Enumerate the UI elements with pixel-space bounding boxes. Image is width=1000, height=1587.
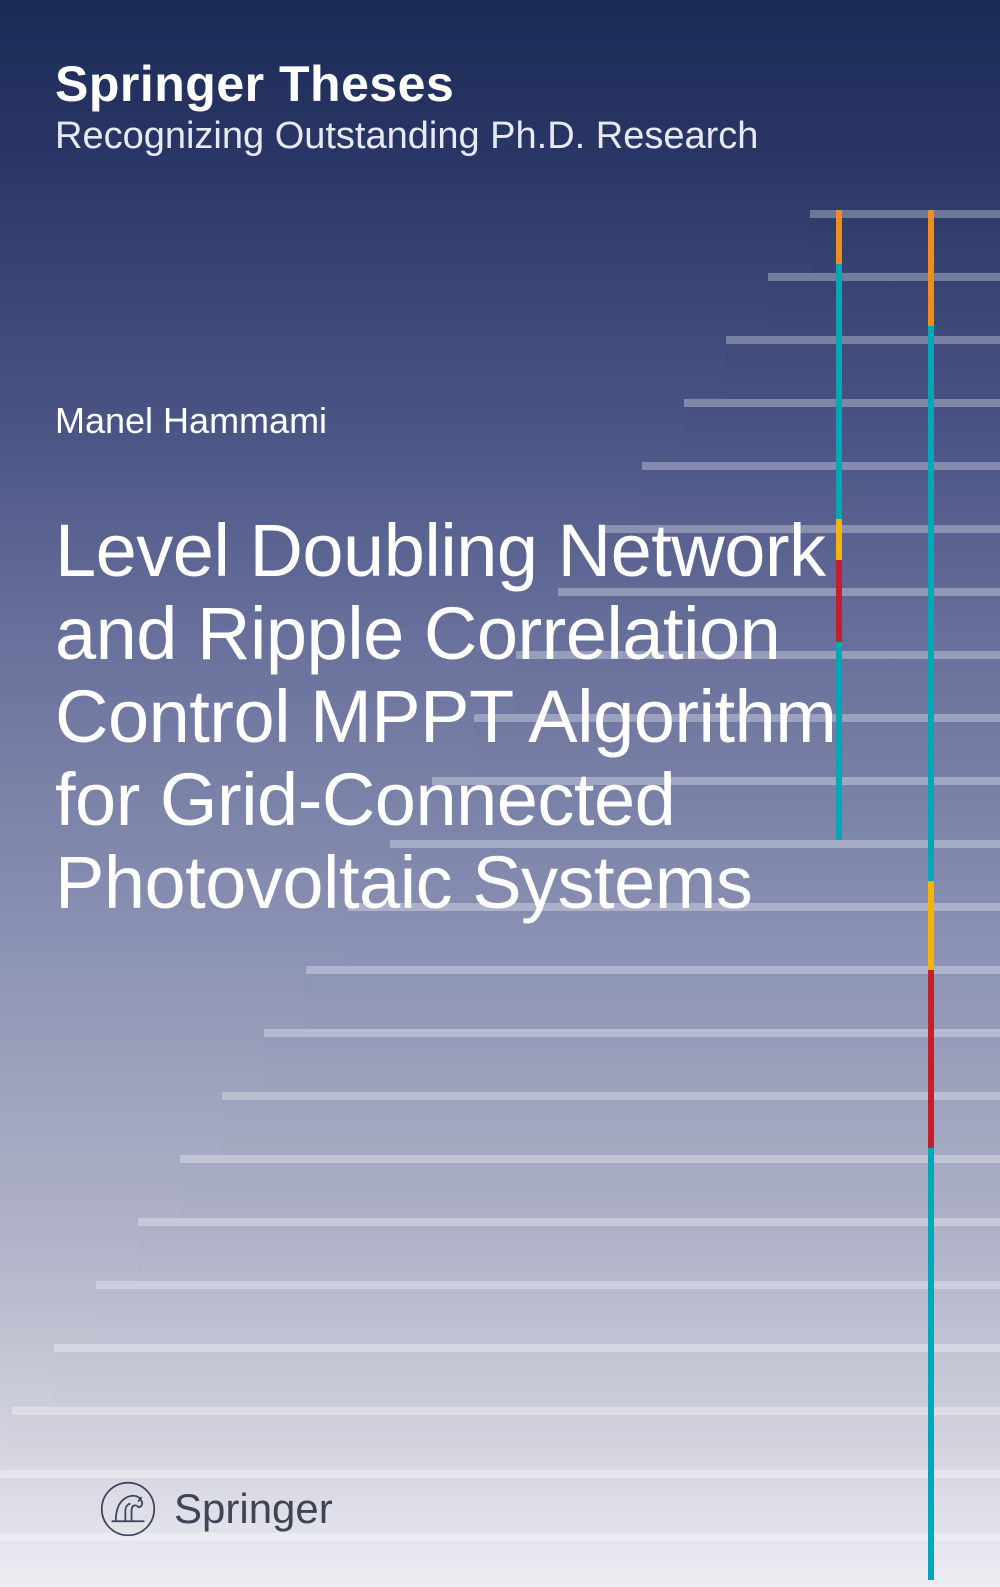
book-title-line: Photovoltaic Systems bbox=[55, 842, 836, 925]
stripe-segment bbox=[928, 326, 934, 881]
publisher-block: Springer bbox=[100, 1481, 333, 1537]
book-title-line: Level Doubling Network bbox=[55, 510, 836, 593]
stripe-segment bbox=[836, 519, 842, 560]
book-title-line: and Ripple Correlation bbox=[55, 593, 836, 676]
stripe-segment bbox=[836, 560, 842, 642]
author-name: Manel Hammami bbox=[55, 400, 327, 442]
book-title-line: for Grid-Connected bbox=[55, 759, 836, 842]
stripe-segment bbox=[836, 210, 842, 264]
stripe-segment bbox=[928, 970, 934, 1148]
color-stripe-right bbox=[928, 210, 934, 1580]
series-subtitle: Recognizing Outstanding Ph.D. Research bbox=[55, 115, 758, 158]
stripe-segment bbox=[836, 642, 842, 840]
publisher-name: Springer bbox=[174, 1485, 333, 1533]
book-title: Level Doubling Networkand Ripple Correla… bbox=[55, 510, 836, 924]
stripe-segment bbox=[928, 881, 934, 970]
stripe-segment bbox=[836, 264, 842, 519]
book-cover: Springer Theses Recognizing Outstanding … bbox=[0, 0, 1000, 1587]
stripe-segment bbox=[928, 210, 934, 326]
color-stripe-left bbox=[836, 210, 842, 840]
series-title: Springer Theses bbox=[55, 55, 454, 113]
stripe-segment bbox=[928, 1148, 934, 1580]
springer-horse-icon bbox=[100, 1481, 156, 1537]
book-title-line: Control MPPT Algorithm bbox=[55, 676, 836, 759]
